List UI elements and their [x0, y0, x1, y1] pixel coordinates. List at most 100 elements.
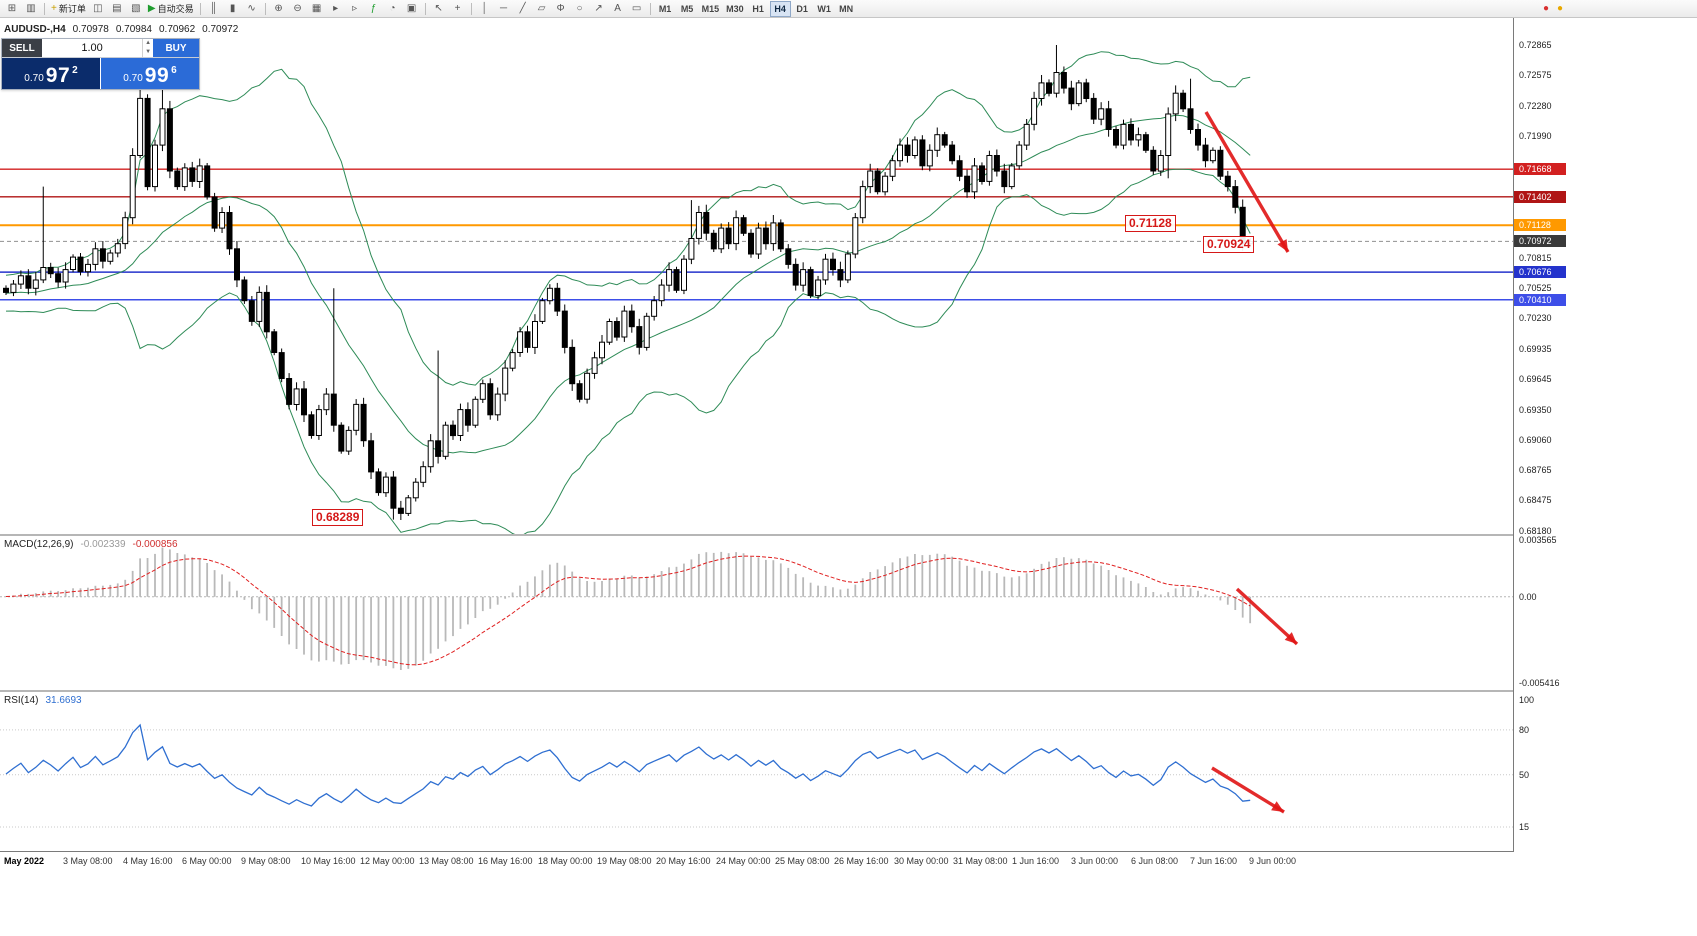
- macd-pane[interactable]: MACD(12,26,9) -0.002339 -0.000856: [0, 536, 1513, 690]
- volume-up-button[interactable]: ▲: [145, 40, 152, 46]
- toolbar-data-window-button[interactable]: ▤: [108, 1, 126, 17]
- chart-shift-icon: ▹: [352, 2, 358, 14]
- toolbar-zoom-in-button[interactable]: ⊕: [270, 1, 288, 17]
- timeframe-m1-button[interactable]: M1: [658, 3, 672, 14]
- toolbar-navigator-button[interactable]: ▧: [127, 1, 145, 17]
- price-axis-badge-0.70676: 0.70676: [1514, 266, 1566, 278]
- price-pane[interactable]: AUDUSD-,H4 0.70978 0.70984 0.70962 0.709…: [0, 18, 1513, 534]
- toolbar-cursor-button[interactable]: ↖: [430, 1, 448, 17]
- toolbar-shapes-button[interactable]: ○: [571, 1, 589, 17]
- time-label[interactable]: 25 May 08:00: [775, 856, 830, 866]
- toolbar-horizontal-line-button[interactable]: ─: [495, 1, 513, 17]
- bar-chart-mode-icon: ║: [210, 2, 218, 14]
- toolbar-new-chart-button[interactable]: ⊞: [3, 1, 21, 17]
- time-label[interactable]: 13 May 08:00: [419, 856, 474, 866]
- time-label[interactable]: 9 Jun 00:00: [1249, 856, 1297, 866]
- toolbar-text-tool-button[interactable]: A: [609, 1, 627, 17]
- timeframe-h4-button[interactable]: H4: [769, 0, 791, 17]
- volume-down-button[interactable]: ▼: [145, 49, 152, 55]
- toolbar-trendline-button[interactable]: ╱: [514, 1, 532, 17]
- time-axis[interactable]: May 2022 3 May 08:00 4 May 16:00 6 May 00:0…: [0, 851, 1565, 871]
- toolbar-arrows-tool-button[interactable]: ↗: [590, 1, 608, 17]
- buy-price-sup: 6: [171, 65, 177, 76]
- timeframe-w1-button[interactable]: W1: [817, 3, 831, 14]
- toolbar-alert-status-button[interactable]: ●: [1537, 1, 1555, 17]
- time-label[interactable]: 4 May 16:00: [123, 856, 173, 866]
- toolbar-candle-chart-mode-button[interactable]: ▮: [224, 1, 242, 17]
- price-axis-badge-0.71128: 0.71128: [1514, 219, 1566, 231]
- toolbar-auto-scroll-button[interactable]: ▸: [327, 1, 345, 17]
- buy-price-display[interactable]: 0.70 99 6: [101, 58, 199, 89]
- price-chart-canvas[interactable]: [0, 18, 1513, 534]
- trend-arrow-price[interactable]: [1204, 111, 1290, 253]
- time-label[interactable]: 3 May 08:00: [63, 856, 113, 866]
- toolbar-vertical-line-button[interactable]: │: [476, 1, 494, 17]
- rsi-label-row: RSI(14) 31.6693: [4, 695, 82, 706]
- ohlc-open: 0.70978: [72, 24, 109, 35]
- toolbar-chart-shift-button[interactable]: ▹: [346, 1, 364, 17]
- toolbar-equidistant-channel-button[interactable]: ▱: [533, 1, 551, 17]
- rsi-pane[interactable]: RSI(14) 31.6693: [0, 692, 1513, 850]
- toolbar-templates-button[interactable]: ▣: [403, 1, 421, 17]
- time-label[interactable]: 7 Jun 16:00: [1190, 856, 1238, 866]
- time-label[interactable]: 12 May 00:00: [360, 856, 415, 866]
- trend-arrow-macd[interactable]: [1235, 587, 1299, 646]
- price-label-0.71128[interactable]: 0.71128: [1125, 215, 1176, 232]
- timeframe-d1-button[interactable]: D1: [796, 3, 808, 14]
- toolbar-auto-trading-button[interactable]: ▶ 自动交易: [146, 1, 196, 17]
- rsi-chart-canvas[interactable]: [0, 692, 1513, 850]
- toolbar-bar-chart-mode-button[interactable]: ║: [205, 1, 223, 17]
- toolbar-crosshair-button[interactable]: +: [449, 1, 467, 17]
- price-label-0.68289[interactable]: 0.68289: [312, 509, 364, 526]
- volume-input[interactable]: [42, 39, 143, 57]
- pane-separator[interactable]: [0, 534, 1565, 536]
- sell-button[interactable]: SELL: [2, 39, 42, 57]
- time-label[interactable]: 19 May 08:00: [597, 856, 652, 866]
- time-label[interactable]: 6 May 00:00: [182, 856, 232, 866]
- rsi-axis-tick: 80: [1519, 725, 1530, 735]
- time-label[interactable]: 30 May 00:00: [894, 856, 949, 866]
- toolbar-line-chart-mode-button[interactable]: ∿: [243, 1, 261, 17]
- time-label[interactable]: May 2022: [4, 856, 45, 866]
- toolbar-fibonacci-button[interactable]: Φ: [552, 1, 570, 17]
- timeframe-m5-button[interactable]: M5: [680, 3, 694, 14]
- toolbar-tile-windows-button[interactable]: ▦: [308, 1, 326, 17]
- toolbar-zoom-out-button[interactable]: ⊖: [289, 1, 307, 17]
- price-axis[interactable]: 0.72865 0.72575 0.72280 0.71990 0.70815 0.705…: [1513, 18, 1566, 852]
- toolbar-new-order-button[interactable]: + 新订单: [49, 1, 88, 17]
- toolbar-indicators-button[interactable]: ƒ: [365, 1, 383, 17]
- timeframe-h1-button[interactable]: H1: [752, 3, 764, 14]
- timeframe-mn-button[interactable]: MN: [839, 3, 854, 14]
- toolbar-market-watch-button[interactable]: ◫: [89, 1, 107, 17]
- trend-arrow-head: [1271, 801, 1284, 812]
- price-axis-tick: 0.69060: [1519, 435, 1552, 445]
- time-label[interactable]: 31 May 08:00: [953, 856, 1008, 866]
- text-tool-icon: A: [614, 2, 621, 14]
- time-label[interactable]: 24 May 00:00: [716, 856, 771, 866]
- new-chart-icon: ⊞: [7, 2, 17, 14]
- price-label-0.70924[interactable]: 0.70924: [1203, 236, 1255, 253]
- time-label[interactable]: 9 May 08:00: [241, 856, 291, 866]
- macd-chart-canvas[interactable]: [0, 536, 1513, 690]
- new-order-icon: +: [51, 2, 57, 14]
- time-label[interactable]: 6 Jun 08:00: [1131, 856, 1179, 866]
- time-label[interactable]: 26 May 16:00: [834, 856, 889, 866]
- trend-arrow-rsi[interactable]: [1211, 766, 1285, 814]
- time-label[interactable]: 18 May 00:00: [538, 856, 593, 866]
- market-watch-icon: ◫: [93, 2, 103, 14]
- pane-separator[interactable]: [0, 690, 1565, 692]
- time-label[interactable]: 10 May 16:00: [301, 856, 356, 866]
- toolbar-chart-profiles-button[interactable]: ▥: [22, 1, 40, 17]
- toolbar-periods-button[interactable]: ◔: [384, 1, 402, 17]
- time-label[interactable]: 1 Jun 16:00: [1012, 856, 1060, 866]
- time-label[interactable]: 3 Jun 00:00: [1071, 856, 1119, 866]
- timeframe-m30-button[interactable]: M30: [726, 3, 744, 14]
- toolbar-text-label-tool-button[interactable]: ▭: [628, 1, 646, 17]
- sell-price-display[interactable]: 0.70 97 2: [2, 58, 101, 89]
- rsi-axis-tick: 100: [1519, 695, 1535, 705]
- toolbar-news-status-button[interactable]: ●: [1551, 1, 1569, 17]
- buy-button[interactable]: BUY: [153, 39, 199, 57]
- timeframe-m15-button[interactable]: M15: [701, 3, 720, 14]
- time-label[interactable]: 16 May 16:00: [478, 856, 533, 866]
- time-label[interactable]: 20 May 16:00: [656, 856, 711, 866]
